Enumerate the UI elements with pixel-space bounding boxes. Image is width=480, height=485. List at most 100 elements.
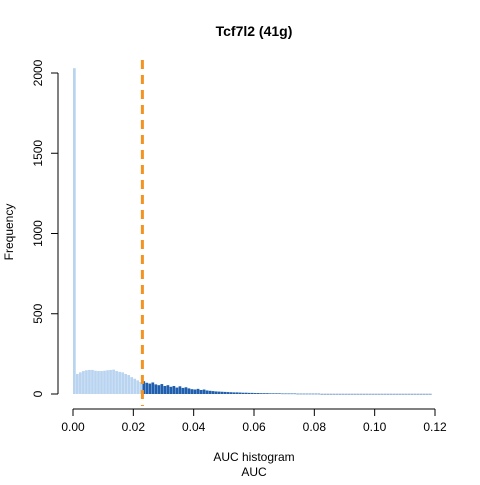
histogram-bar	[181, 387, 185, 394]
histogram-bar	[398, 393, 402, 395]
histogram-bar	[76, 373, 79, 394]
histogram-bar	[178, 386, 182, 394]
histogram-bar	[244, 392, 248, 394]
histogram-bar	[250, 392, 254, 394]
histogram-bar	[389, 393, 393, 395]
histogram-bar	[148, 383, 152, 394]
histogram-bar	[235, 392, 239, 394]
y-tick-label: 1000	[31, 220, 45, 247]
histogram-bar	[260, 393, 263, 394]
histogram-bar	[269, 393, 272, 394]
histogram-bar	[263, 393, 266, 394]
x-tick-label: 0.12	[423, 420, 447, 434]
histogram-bar	[386, 393, 390, 395]
histogram-bar	[296, 393, 299, 395]
histogram-bar	[323, 393, 327, 395]
histogram-bar	[422, 393, 426, 395]
histogram-bar	[413, 393, 417, 395]
x-axis-label: AUC	[241, 465, 267, 479]
histogram-bar	[278, 393, 281, 394]
histogram-bar	[407, 393, 411, 395]
histogram-bar	[365, 393, 369, 395]
histogram-bar	[187, 388, 191, 394]
histogram-bar	[127, 375, 131, 394]
y-tick-label: 500	[31, 303, 45, 323]
histogram-bar	[205, 390, 209, 394]
y-tick-label: 2000	[31, 59, 45, 86]
histogram-bar	[157, 385, 161, 394]
histogram-bar	[133, 378, 137, 394]
histogram-bar	[241, 392, 245, 394]
histogram-bar	[94, 370, 97, 394]
histogram-bar	[320, 393, 324, 395]
histogram-bar	[229, 392, 233, 394]
histogram-bar	[100, 371, 103, 394]
histogram-bar	[109, 369, 112, 394]
y-axis: 0 500 1000 1500 2000	[31, 59, 59, 397]
histogram-bar	[73, 68, 76, 394]
histogram-bar	[335, 393, 339, 395]
histogram-bar	[314, 393, 318, 395]
histogram-bar	[392, 393, 396, 395]
histogram-bar	[368, 393, 372, 395]
histogram-bar	[374, 393, 378, 395]
y-tick-label: 0	[31, 390, 45, 397]
histogram-bar	[347, 393, 351, 395]
histogram-bar	[121, 372, 124, 394]
histogram-bar	[332, 393, 336, 395]
histogram-bar	[103, 370, 106, 394]
histogram-bar	[166, 385, 170, 394]
histogram-bar	[118, 371, 121, 394]
histogram-bar	[199, 389, 203, 394]
histogram-bar	[353, 393, 357, 395]
histogram-bar	[220, 391, 224, 394]
histogram-bar	[377, 393, 381, 395]
histogram-bar	[163, 385, 167, 394]
histogram-bar	[356, 393, 360, 395]
histogram-bar	[97, 371, 100, 394]
histogram-bar	[145, 382, 149, 394]
histogram-bar	[82, 371, 85, 394]
histogram-bar	[211, 391, 215, 394]
histogram-bar	[281, 393, 284, 395]
histogram-bar	[79, 372, 82, 394]
histogram-bar	[410, 393, 414, 395]
x-tick-label: 0.10	[363, 420, 387, 434]
histogram-bar	[136, 380, 140, 394]
histogram-bar	[284, 393, 287, 395]
histogram-bar	[160, 384, 164, 394]
histogram-bar	[247, 392, 251, 394]
histogram-bar	[196, 388, 200, 394]
x-tick-label: 0.08	[303, 420, 327, 434]
histogram-bar	[287, 393, 290, 395]
histogram-bar	[380, 393, 384, 395]
histogram-bar	[172, 385, 176, 394]
histogram-bar	[359, 393, 363, 395]
x-axis: 0.00 0.02 0.04 0.06 0.08 0.10 0.12	[61, 408, 447, 434]
histogram-bar	[226, 392, 230, 394]
histogram-bar	[202, 389, 206, 394]
histogram-bar	[341, 393, 345, 395]
histogram-bar	[317, 393, 321, 395]
histogram-bar	[193, 389, 197, 394]
x-tick-label: 0.00	[61, 420, 85, 434]
histogram-bar	[175, 387, 179, 394]
histogram-bar	[395, 393, 399, 395]
histogram-bar	[85, 370, 88, 394]
histogram-bar	[401, 393, 405, 395]
chart-title: Tcf7l2 (41g)	[216, 23, 293, 39]
histogram-bar	[190, 389, 194, 394]
histogram-bar	[338, 393, 342, 395]
histogram-bar	[419, 393, 423, 395]
histogram-bar	[112, 369, 115, 394]
histogram-bar	[266, 393, 269, 394]
histogram-bar	[416, 393, 420, 395]
histogram-bar	[302, 393, 305, 395]
x-axis-subtitle: AUC histogram	[213, 450, 294, 464]
histogram-bar	[272, 393, 275, 394]
histogram-bar	[208, 390, 212, 394]
y-tick-label: 1500	[31, 140, 45, 167]
histogram-bar	[293, 393, 296, 395]
x-tick-label: 0.06	[242, 420, 266, 434]
